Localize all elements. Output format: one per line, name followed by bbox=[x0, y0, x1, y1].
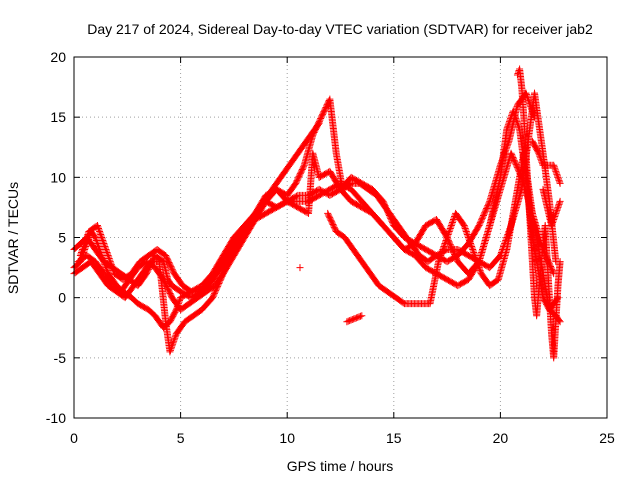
x-tick-label: 20 bbox=[493, 430, 509, 446]
data-point bbox=[76, 252, 84, 260]
data-trail-outliers bbox=[344, 139, 564, 325]
data-trail-track-c bbox=[71, 151, 557, 354]
chart-title: Day 217 of 2024, Sidereal Day-to-day VTE… bbox=[87, 21, 593, 37]
data-point bbox=[102, 246, 110, 254]
y-axis-label: SDTVAR / TECUs bbox=[5, 182, 21, 294]
y-tick-labels: -10 -5 0 5 10 15 20 bbox=[46, 49, 66, 426]
data-point bbox=[469, 246, 477, 254]
x-tick-label: 0 bbox=[70, 430, 78, 446]
y-tick-label: 15 bbox=[50, 109, 66, 125]
data-point bbox=[296, 264, 304, 272]
plot-frame bbox=[73, 56, 608, 419]
data-point bbox=[556, 197, 564, 205]
data-trail-track-e bbox=[77, 120, 561, 312]
x-tick-labels: 0 5 10 15 20 25 bbox=[70, 430, 615, 446]
x-tick-label: 15 bbox=[386, 430, 402, 446]
y-tick-label: 0 bbox=[58, 290, 66, 306]
data-point bbox=[443, 234, 451, 241]
data-marks bbox=[70, 65, 564, 362]
x-tick-label: 5 bbox=[177, 430, 185, 446]
data-point bbox=[556, 179, 564, 187]
y-tick-label: 10 bbox=[50, 169, 66, 185]
y-tick-label: -5 bbox=[54, 350, 67, 366]
y-tick-label: -10 bbox=[46, 410, 66, 426]
x-tick-label: 10 bbox=[279, 430, 295, 446]
data-trail-track-f bbox=[514, 67, 564, 360]
y-tick-label: 5 bbox=[58, 230, 66, 246]
x-tick-label: 25 bbox=[599, 430, 615, 446]
x-axis-label: GPS time / hours bbox=[287, 458, 394, 474]
y-tick-label: 20 bbox=[50, 49, 66, 65]
